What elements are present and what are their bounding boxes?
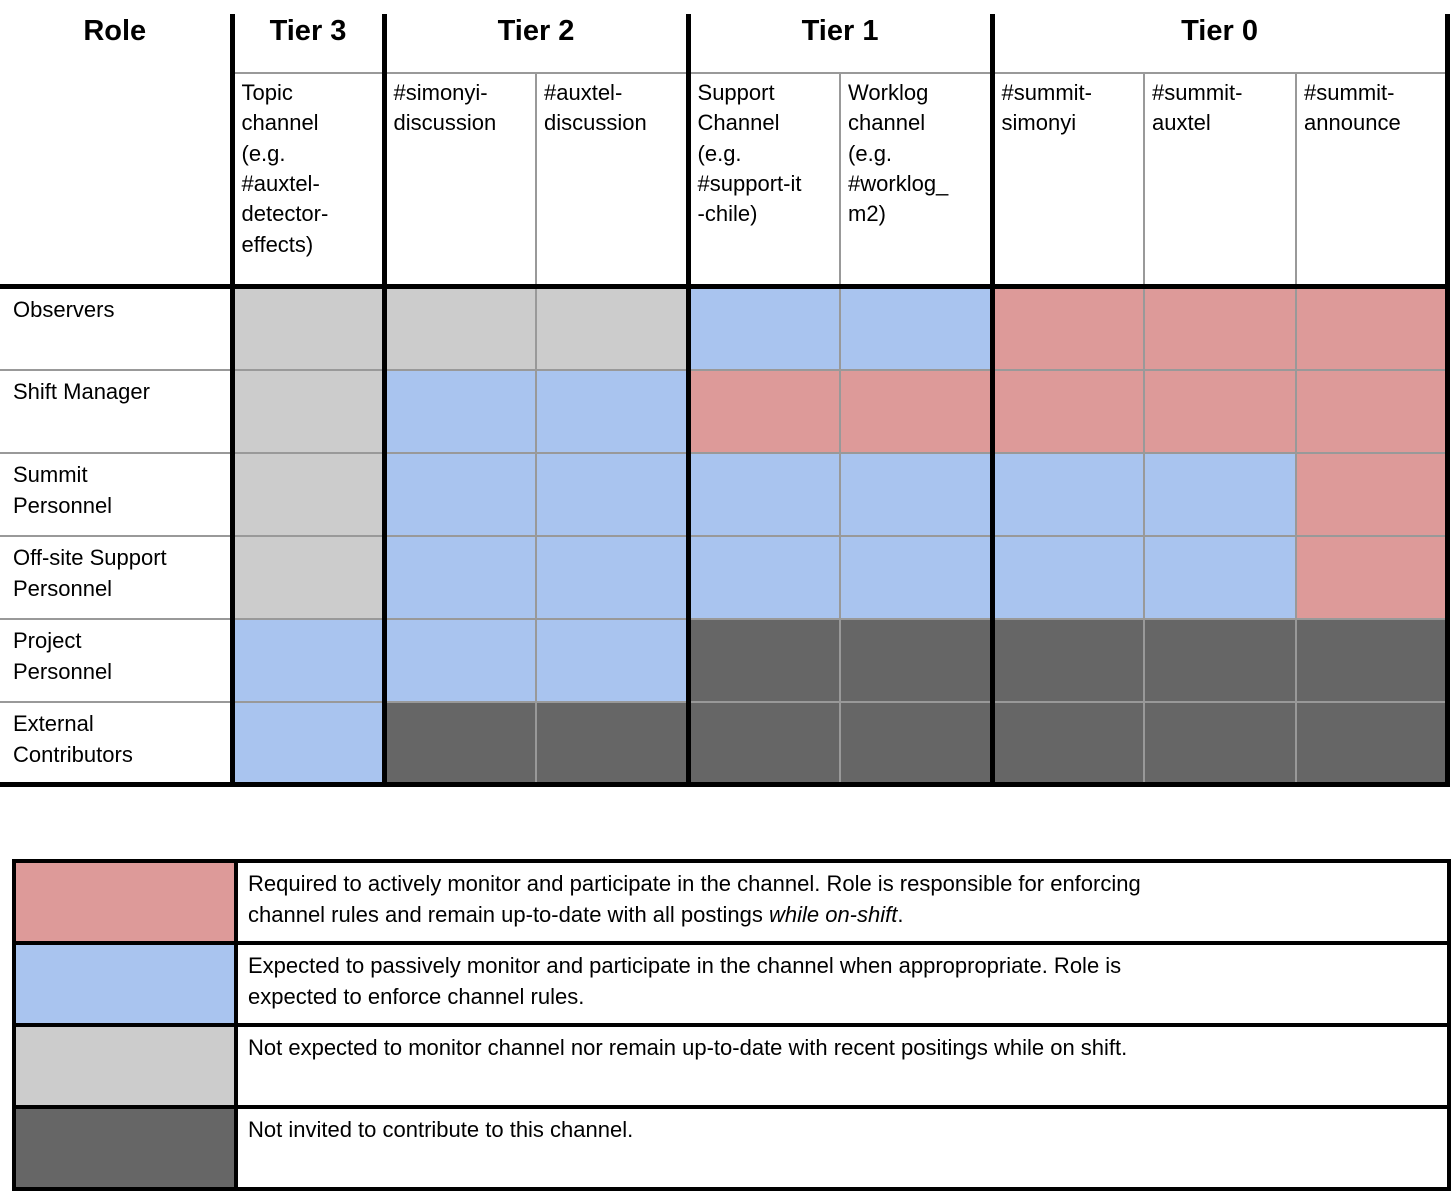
matrix-cell — [839, 285, 993, 370]
legend-text: Expected to passively monitor and partic… — [248, 953, 1122, 1010]
channel-header-summit-simonyi: #summit- simonyi — [989, 73, 1145, 289]
matrix-cell — [1143, 534, 1297, 619]
matrix-cell — [839, 534, 993, 619]
matrix-cell — [839, 700, 993, 787]
matrix-cell — [1143, 285, 1297, 370]
matrix-cell — [685, 285, 841, 370]
legend-swatch-expected — [12, 941, 238, 1027]
legend-text-not-expected: Not expected to monitor channel nor rema… — [234, 1023, 1451, 1109]
role-label: Observers — [0, 285, 235, 370]
matrix-cell — [1143, 700, 1297, 787]
tier1-header: Tier 1 — [685, 14, 993, 74]
matrix-cell — [229, 617, 384, 702]
matrix-cell — [685, 534, 841, 619]
legend-row-not-expected: Not expected to monitor channel nor rema… — [12, 1023, 1451, 1109]
matrix-cell — [685, 700, 841, 787]
channel-role-matrix: Role Tier 3 Tier 2 Tier 1 Tier 0 Topic c… — [0, 14, 1450, 787]
table-row: Observers — [0, 285, 1450, 370]
matrix-cell — [839, 368, 993, 453]
matrix-cell — [1295, 368, 1450, 453]
channel-header-simonyi-discussion: #simonyi- discussion — [381, 73, 536, 289]
legend-text-italic: while on-shift — [768, 902, 898, 928]
role-label: Project Personnel — [0, 617, 235, 702]
legend-text-expected: Expected to passively monitor and partic… — [234, 941, 1451, 1027]
matrix-cell — [685, 368, 841, 453]
role-column-header: Role — [0, 14, 235, 289]
legend-text-suffix: . — [897, 902, 904, 928]
matrix-cell — [685, 617, 841, 702]
matrix-cell — [1143, 617, 1297, 702]
matrix-cell — [989, 451, 1145, 536]
channel-header-auxtel-discussion: #auxtel- discussion — [534, 73, 689, 289]
matrix-cell — [839, 617, 993, 702]
matrix-cell — [381, 285, 536, 370]
matrix-cell — [381, 617, 536, 702]
role-label: External Contributors — [0, 700, 235, 787]
role-label: Off-site Support Personnel — [0, 534, 235, 619]
matrix-cell — [229, 285, 384, 370]
table-row: Summit Personnel — [0, 451, 1450, 536]
table-row: Off-site Support Personnel — [0, 534, 1450, 619]
tier2-header: Tier 2 — [381, 14, 689, 74]
matrix-cell — [534, 617, 689, 702]
channel-header-row: Topic channel (e.g. #auxtel- detector- e… — [0, 73, 1450, 289]
role-label: Summit Personnel — [0, 451, 235, 536]
channel-header-support: Support Channel (e.g. #support-it -chile… — [685, 73, 841, 289]
matrix-cell — [534, 451, 689, 536]
legend-swatch-not-invited — [12, 1105, 238, 1191]
matrix-cell — [381, 368, 536, 453]
matrix-cell — [381, 700, 536, 787]
matrix-cell — [1295, 700, 1450, 787]
legend: Required to actively monitor and partici… — [12, 859, 1451, 1191]
table-row: External Contributors — [0, 700, 1450, 787]
matrix-cell — [1295, 534, 1450, 619]
matrix-cell — [229, 451, 384, 536]
legend-swatch-not-expected — [12, 1023, 238, 1109]
matrix-cell — [229, 368, 384, 453]
channel-header-worklog: Worklog channel (e.g. #worklog_ m2) — [839, 73, 993, 289]
matrix-cell — [534, 368, 689, 453]
table-row: Project Personnel — [0, 617, 1450, 702]
matrix-cell — [229, 700, 384, 787]
legend-row-not-invited: Not invited to contribute to this channe… — [12, 1105, 1451, 1191]
matrix-cell — [381, 451, 536, 536]
legend-text: Not expected to monitor channel nor rema… — [248, 1035, 1128, 1060]
channel-header-topic: Topic channel (e.g. #auxtel- detector- e… — [229, 73, 384, 289]
legend-text: Required to actively monitor and partici… — [248, 871, 1141, 928]
matrix-cell — [1295, 285, 1450, 370]
matrix-cell — [1143, 368, 1297, 453]
channel-header-summit-announce: #summit- announce — [1295, 73, 1450, 289]
tier3-header: Tier 3 — [229, 14, 384, 74]
channel-header-summit-auxtel: #summit- auxtel — [1143, 73, 1297, 289]
legend-row-required: Required to actively monitor and partici… — [12, 859, 1451, 945]
matrix-cell — [989, 534, 1145, 619]
matrix-cell — [839, 451, 993, 536]
matrix-cell — [685, 451, 841, 536]
matrix-cell — [229, 534, 384, 619]
tier0-header: Tier 0 — [989, 14, 1450, 74]
role-label: Shift Manager — [0, 368, 235, 453]
matrix-cell — [534, 700, 689, 787]
table-row: Shift Manager — [0, 368, 1450, 453]
legend-text-not-invited: Not invited to contribute to this channe… — [234, 1105, 1451, 1191]
matrix-cell — [989, 285, 1145, 370]
matrix-cell — [1295, 451, 1450, 536]
legend-row-expected: Expected to passively monitor and partic… — [12, 941, 1451, 1027]
matrix-cell — [989, 617, 1145, 702]
matrix-cell — [534, 285, 689, 370]
matrix-cell — [1295, 617, 1450, 702]
matrix-cell — [1143, 451, 1297, 536]
tier-header-row: Role Tier 3 Tier 2 Tier 1 Tier 0 — [0, 14, 1450, 289]
matrix-cell — [989, 368, 1145, 453]
legend-text: Not invited to contribute to this channe… — [248, 1117, 634, 1142]
matrix-cell — [989, 700, 1145, 787]
matrix-cell — [534, 534, 689, 619]
matrix-cell — [381, 534, 536, 619]
legend-text-required: Required to actively monitor and partici… — [234, 859, 1451, 945]
legend-swatch-required — [12, 859, 238, 945]
